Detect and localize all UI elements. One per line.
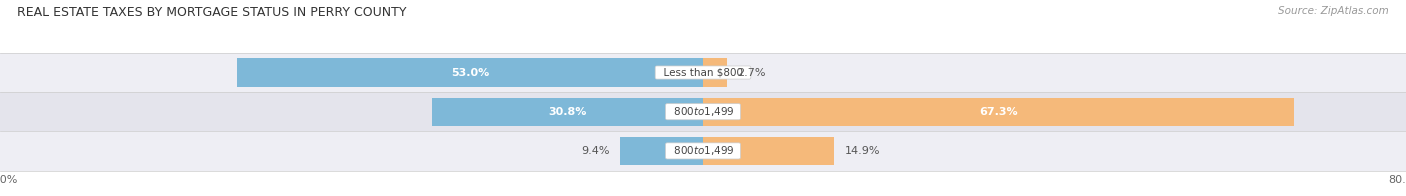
Text: $800 to $1,499: $800 to $1,499 [666,105,740,118]
Bar [703,98,1295,126]
Text: 9.4%: 9.4% [581,146,610,156]
Bar [238,58,703,87]
Text: Less than $800: Less than $800 [657,67,749,78]
Bar [0,131,1406,171]
Text: $800 to $1,499: $800 to $1,499 [666,144,740,157]
Text: 2.7%: 2.7% [737,67,766,78]
Bar [703,137,834,165]
Text: 30.8%: 30.8% [548,107,586,117]
Text: REAL ESTATE TAXES BY MORTGAGE STATUS IN PERRY COUNTY: REAL ESTATE TAXES BY MORTGAGE STATUS IN … [17,6,406,19]
Text: Source: ZipAtlas.com: Source: ZipAtlas.com [1278,6,1389,16]
Bar [703,58,727,87]
Bar [433,98,703,126]
Bar [0,53,1406,92]
Bar [0,92,1406,131]
Text: 67.3%: 67.3% [980,107,1018,117]
Text: 53.0%: 53.0% [451,67,489,78]
Bar [620,137,703,165]
Text: 14.9%: 14.9% [845,146,880,156]
